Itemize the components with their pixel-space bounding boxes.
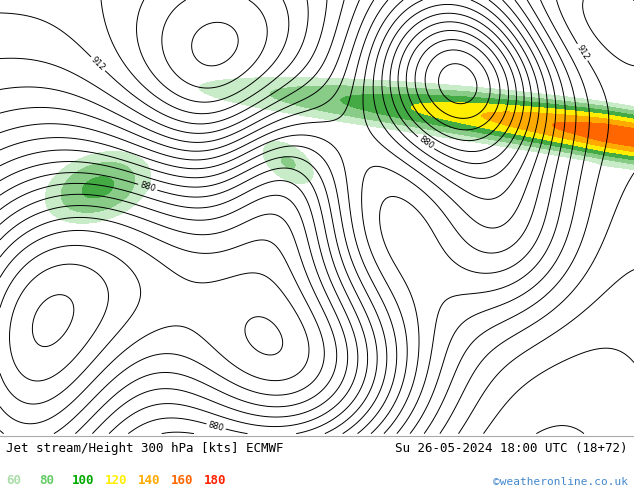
Text: 912: 912: [574, 43, 590, 61]
Text: ©weatheronline.co.uk: ©weatheronline.co.uk: [493, 477, 628, 487]
Text: 60: 60: [6, 474, 22, 487]
Text: 120: 120: [105, 474, 127, 487]
Text: Su 26-05-2024 18:00 UTC (18+72): Su 26-05-2024 18:00 UTC (18+72): [395, 442, 628, 455]
Text: 880: 880: [417, 135, 435, 151]
Text: Jet stream/Height 300 hPa [kts] ECMWF: Jet stream/Height 300 hPa [kts] ECMWF: [6, 442, 284, 455]
Text: 880: 880: [139, 181, 157, 194]
Text: 160: 160: [171, 474, 193, 487]
Text: 80: 80: [39, 474, 55, 487]
Text: 100: 100: [72, 474, 94, 487]
Text: 180: 180: [204, 474, 226, 487]
Text: 880: 880: [207, 420, 225, 433]
Text: 140: 140: [138, 474, 160, 487]
Text: 912: 912: [89, 55, 107, 73]
